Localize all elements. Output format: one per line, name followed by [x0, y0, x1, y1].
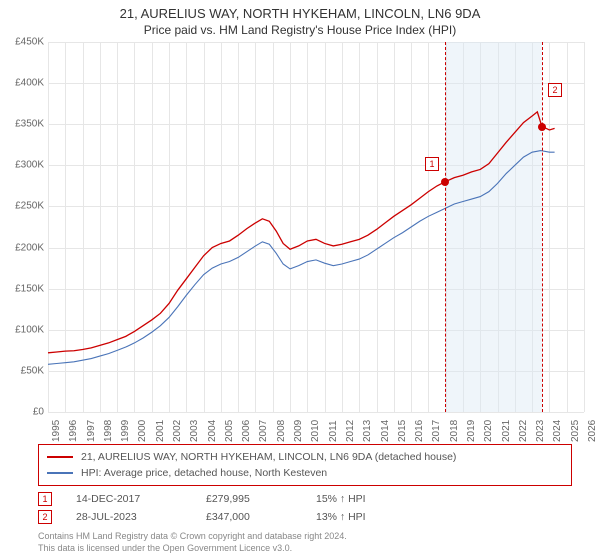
x-axis-label: 2007: [258, 420, 269, 442]
legend-label-1: 21, AURELIUS WAY, NORTH HYKEHAM, LINCOLN…: [81, 449, 456, 465]
y-axis-label: £0: [0, 407, 44, 418]
attribution-line-1: Contains HM Land Registry data © Crown c…: [38, 530, 347, 542]
y-axis-label: £350K: [0, 119, 44, 130]
x-axis-label: 2006: [241, 420, 252, 442]
x-axis-label: 2020: [483, 420, 494, 442]
x-axis-label: 1997: [86, 420, 97, 442]
legend-row-series-1: 21, AURELIUS WAY, NORTH HYKEHAM, LINCOLN…: [47, 449, 563, 465]
x-axis-label: 2014: [380, 420, 391, 442]
x-axis-label: 2004: [207, 420, 218, 442]
y-axis-label: £200K: [0, 242, 44, 253]
sale-pct-1: 15% ↑ HPI: [316, 493, 416, 505]
attribution: Contains HM Land Registry data © Crown c…: [38, 530, 347, 554]
series-price_paid: [48, 112, 555, 353]
y-axis-label: £150K: [0, 283, 44, 294]
legend-label-2: HPI: Average price, detached house, Nort…: [81, 465, 327, 481]
y-axis-label: £250K: [0, 201, 44, 212]
gridline-v: [584, 42, 585, 412]
series-hpi: [48, 151, 555, 365]
sale-date-1: 14-DEC-2017: [76, 493, 206, 505]
x-axis-label: 1995: [51, 420, 62, 442]
y-axis-label: £100K: [0, 324, 44, 335]
x-axis-label: 2013: [362, 420, 373, 442]
x-axis-label: 2022: [518, 420, 529, 442]
x-axis-label: 1998: [103, 420, 114, 442]
x-axis-label: 2010: [310, 420, 321, 442]
x-axis-label: 2003: [189, 420, 200, 442]
y-axis-label: £400K: [0, 78, 44, 89]
legend-row-series-2: HPI: Average price, detached house, Nort…: [47, 465, 563, 481]
legend-swatch-1: [47, 456, 73, 458]
x-axis-label: 1999: [120, 420, 131, 442]
chart-lines: [48, 42, 584, 412]
x-axis-label: 2017: [431, 420, 442, 442]
x-axis-label: 2000: [137, 420, 148, 442]
chart-plot-area: 12 £0£50K£100K£150K£200K£250K£300K£350K£…: [48, 42, 584, 412]
sale-marker-box-1: 1: [425, 157, 439, 171]
x-axis-label: 2016: [414, 420, 425, 442]
sale-pct-2: 13% ↑ HPI: [316, 511, 416, 523]
legend-swatch-2: [47, 472, 73, 474]
x-axis-label: 2015: [397, 420, 408, 442]
sale-price-2: £347,000: [206, 511, 316, 523]
y-axis-label: £50K: [0, 365, 44, 376]
x-axis-label: 2012: [345, 420, 356, 442]
x-axis-label: 2011: [328, 420, 339, 442]
sale-vertical-1: [445, 42, 446, 412]
sale-dot-2: [538, 123, 546, 131]
chart-subtitle: Price paid vs. HM Land Registry's House …: [0, 21, 600, 37]
sales-table: 1 14-DEC-2017 £279,995 15% ↑ HPI 2 28-JU…: [38, 490, 416, 526]
x-axis-label: 2001: [155, 420, 166, 442]
x-axis-label: 2026: [587, 420, 598, 442]
sale-dot-1: [441, 178, 449, 186]
y-axis-label: £450K: [0, 37, 44, 48]
sale-marker-1: 1: [38, 492, 52, 506]
x-axis-label: 2009: [293, 420, 304, 442]
sales-row-1: 1 14-DEC-2017 £279,995 15% ↑ HPI: [38, 490, 416, 508]
x-axis-label: 2018: [449, 420, 460, 442]
attribution-line-2: This data is licensed under the Open Gov…: [38, 542, 347, 554]
x-axis-label: 2005: [224, 420, 235, 442]
x-axis-label: 2024: [552, 420, 563, 442]
gridline-h: [48, 412, 584, 413]
sales-row-2: 2 28-JUL-2023 £347,000 13% ↑ HPI: [38, 508, 416, 526]
chart-title: 21, AURELIUS WAY, NORTH HYKEHAM, LINCOLN…: [0, 0, 600, 21]
sale-price-1: £279,995: [206, 493, 316, 505]
x-axis-label: 2002: [172, 420, 183, 442]
sale-marker-2: 2: [38, 510, 52, 524]
chart-legend: 21, AURELIUS WAY, NORTH HYKEHAM, LINCOLN…: [38, 444, 572, 486]
x-axis-label: 2019: [466, 420, 477, 442]
chart-container: 21, AURELIUS WAY, NORTH HYKEHAM, LINCOLN…: [0, 0, 600, 560]
sale-vertical-2: [542, 42, 543, 412]
x-axis-label: 2008: [276, 420, 287, 442]
x-axis-label: 2025: [570, 420, 581, 442]
sale-marker-box-2: 2: [548, 83, 562, 97]
x-axis-label: 1996: [68, 420, 79, 442]
y-axis-label: £300K: [0, 160, 44, 171]
x-axis-label: 2021: [501, 420, 512, 442]
sale-date-2: 28-JUL-2023: [76, 511, 206, 523]
x-axis-label: 2023: [535, 420, 546, 442]
